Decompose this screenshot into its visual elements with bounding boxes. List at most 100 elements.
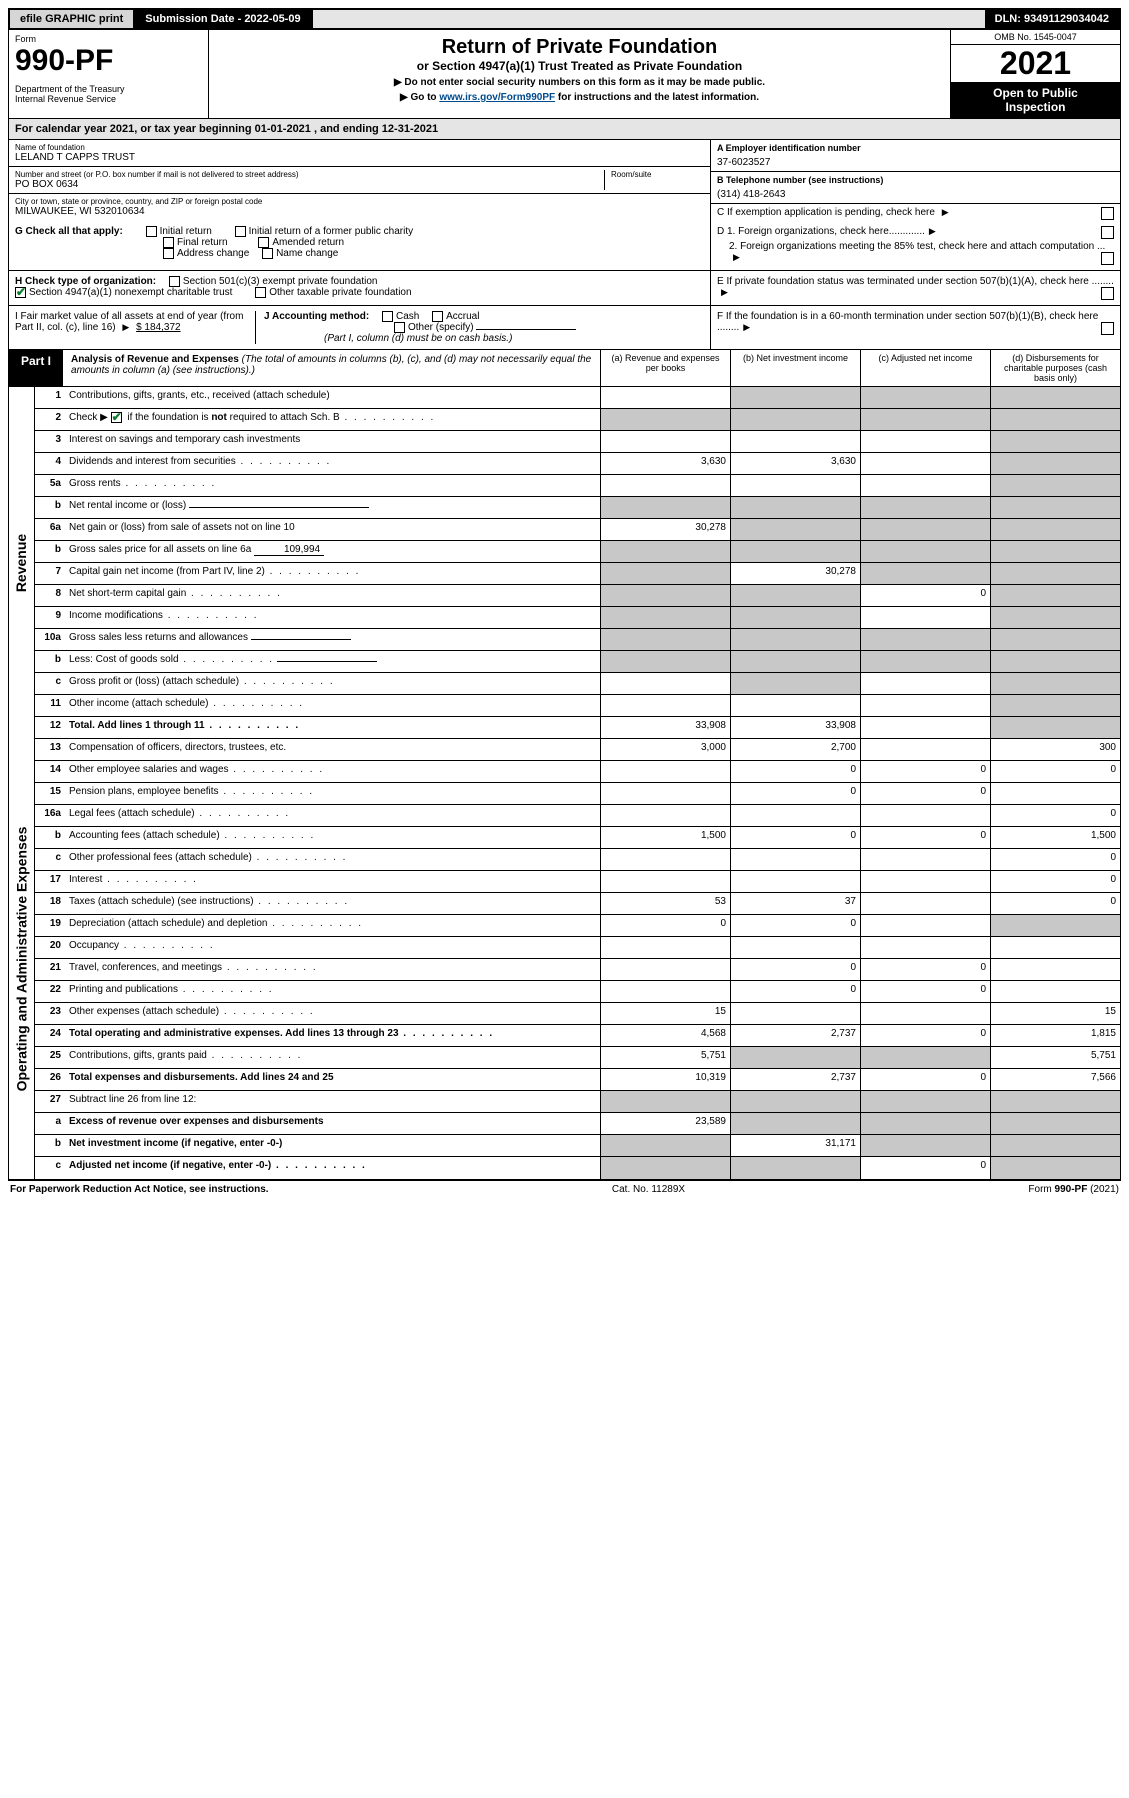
r6b-val: 109,994 — [254, 544, 324, 556]
checkbox-accrual[interactable] — [432, 311, 443, 322]
arrow-icon — [733, 252, 740, 263]
i-j-f-row: I Fair market value of all assets at end… — [8, 306, 1121, 350]
checkbox-f[interactable] — [1101, 322, 1114, 335]
revenue-side-label: Revenue — [9, 387, 35, 739]
r26-d: 7,566 — [990, 1069, 1120, 1090]
r27-desc: Subtract line 26 from line 12: — [65, 1091, 600, 1112]
expenses-label: Operating and Administrative Expenses — [14, 827, 30, 1092]
r13-b: 2,700 — [730, 739, 860, 760]
r2-desc: Check ▶ if the foundation is not require… — [65, 409, 600, 430]
checkbox-d2[interactable] — [1101, 252, 1114, 265]
row-27b: bNet investment income (if negative, ent… — [35, 1135, 1120, 1157]
r13-d: 300 — [990, 739, 1120, 760]
checkbox-e[interactable] — [1101, 287, 1114, 300]
checkbox-other-acct[interactable] — [394, 322, 405, 333]
checkbox-initial-former[interactable] — [235, 226, 246, 237]
row-26: 26Total expenses and disbursements. Add … — [35, 1069, 1120, 1091]
r16c-d: 0 — [990, 849, 1120, 870]
form-note2: ▶ Go to www.irs.gov/Form990PF for instru… — [215, 92, 944, 103]
omb-number: OMB No. 1545-0047 — [951, 30, 1120, 45]
city-cell: City or town, state or province, country… — [9, 194, 710, 220]
arrow-icon — [721, 287, 728, 298]
r25-desc: Contributions, gifts, grants paid — [69, 1050, 207, 1061]
part1-title: Analysis of Revenue and Expenses — [71, 354, 239, 365]
h-e-row: H Check type of organization: Section 50… — [8, 271, 1121, 306]
row-14: 14Other employee salaries and wages000 — [35, 761, 1120, 783]
r10b-desc: Less: Cost of goods sold — [69, 654, 179, 665]
r15-c: 0 — [860, 783, 990, 804]
checkbox-501c3[interactable] — [169, 276, 180, 287]
r7-b: 30,278 — [730, 563, 860, 584]
r17-desc: Interest — [69, 874, 102, 885]
row-18: 18Taxes (attach schedule) (see instructi… — [35, 893, 1120, 915]
row-8: 8Net short-term capital gain0 — [35, 585, 1120, 607]
r13-a: 3,000 — [600, 739, 730, 760]
r5a-desc: Gross rents — [69, 478, 121, 489]
checkbox-name[interactable] — [262, 248, 273, 259]
efile-label[interactable]: efile GRAPHIC print — [10, 10, 135, 28]
r26-a: 10,319 — [600, 1069, 730, 1090]
r16c-desc: Other professional fees (attach schedule… — [69, 852, 252, 863]
checkbox-cash[interactable] — [382, 311, 393, 322]
r24-desc: Total operating and administrative expen… — [69, 1028, 399, 1039]
checkbox-final[interactable] — [163, 237, 174, 248]
r12-b: 33,908 — [730, 717, 860, 738]
checkbox-4947[interactable] — [15, 287, 26, 298]
part1-tab: Part I — [9, 350, 63, 386]
r10a-desc: Gross sales less returns and allowances — [69, 632, 248, 643]
r19-b: 0 — [730, 915, 860, 936]
name-label: Name of foundation — [15, 143, 704, 152]
revenue-label: Revenue — [14, 534, 30, 592]
r27a-a: 23,589 — [600, 1113, 730, 1134]
form-word: Form — [15, 34, 202, 44]
r14-d: 0 — [990, 761, 1120, 782]
r9-desc: Income modifications — [69, 610, 163, 621]
calendar-year-bar: For calendar year 2021, or tax year begi… — [8, 119, 1121, 140]
city-label: City or town, state or province, country… — [15, 197, 704, 206]
r27c-c: 0 — [860, 1157, 990, 1179]
row-16b: bAccounting fees (attach schedule)1,5000… — [35, 827, 1120, 849]
h-label: H Check type of organization: — [15, 276, 156, 287]
col-b-hdr: (b) Net investment income — [730, 350, 860, 386]
exemption-cell: C If exemption application is pending, c… — [711, 204, 1120, 221]
eid-value: 37-6023527 — [717, 153, 1114, 168]
r22-c: 0 — [860, 981, 990, 1002]
row-22: 22Printing and publications00 — [35, 981, 1120, 1003]
opt-other-acct: Other (specify) — [408, 322, 474, 333]
r4-b: 3,630 — [730, 453, 860, 474]
r8-desc: Net short-term capital gain — [69, 588, 186, 599]
col-c-hdr: (c) Adjusted net income — [860, 350, 990, 386]
checkbox-initial[interactable] — [146, 226, 157, 237]
r25-a: 5,751 — [600, 1047, 730, 1068]
dept-label: Department of the Treasury Internal Reve… — [15, 84, 202, 104]
r20-desc: Occupancy — [69, 940, 119, 951]
r13-desc: Compensation of officers, directors, tru… — [65, 739, 600, 760]
checkbox-c[interactable] — [1101, 207, 1114, 220]
row-5b: bNet rental income or (loss) — [35, 497, 1120, 519]
irs-link[interactable]: www.irs.gov/Form990PF — [439, 92, 555, 103]
checkbox-amended[interactable] — [258, 237, 269, 248]
opt-accrual: Accrual — [446, 311, 479, 322]
e-label: E If private foundation status was termi… — [717, 276, 1114, 287]
expenses-side-label: Operating and Administrative Expenses — [9, 739, 35, 1179]
top-bar: efile GRAPHIC print Submission Date - 20… — [8, 8, 1121, 30]
r24-d: 1,815 — [990, 1025, 1120, 1046]
r4-desc: Dividends and interest from securities — [69, 456, 236, 467]
row-19: 19Depreciation (attach schedule) and dep… — [35, 915, 1120, 937]
form-subtitle: or Section 4947(a)(1) Trust Treated as P… — [215, 59, 944, 73]
address-cell: Number and street (or P.O. box number if… — [9, 167, 710, 194]
form-note1: ▶ Do not enter social security numbers o… — [215, 77, 944, 88]
opt-cash: Cash — [396, 311, 419, 322]
j-note: (Part I, column (d) must be on cash basi… — [324, 333, 512, 344]
foundation-name-cell: Name of foundation LELAND T CAPPS TRUST — [9, 140, 710, 167]
checkbox-other-tax[interactable] — [255, 287, 266, 298]
row-23: 23Other expenses (attach schedule)1515 — [35, 1003, 1120, 1025]
col-a-hdr: (a) Revenue and expenses per books — [600, 350, 730, 386]
checkbox-d1[interactable] — [1101, 226, 1114, 239]
arrow-icon — [743, 322, 750, 333]
r1-desc: Contributions, gifts, grants, etc., rece… — [65, 387, 600, 408]
phone-cell: B Telephone number (see instructions) (3… — [711, 172, 1120, 204]
checkbox-address[interactable] — [163, 248, 174, 259]
r15-b: 0 — [730, 783, 860, 804]
checkbox-schb[interactable] — [111, 412, 122, 423]
